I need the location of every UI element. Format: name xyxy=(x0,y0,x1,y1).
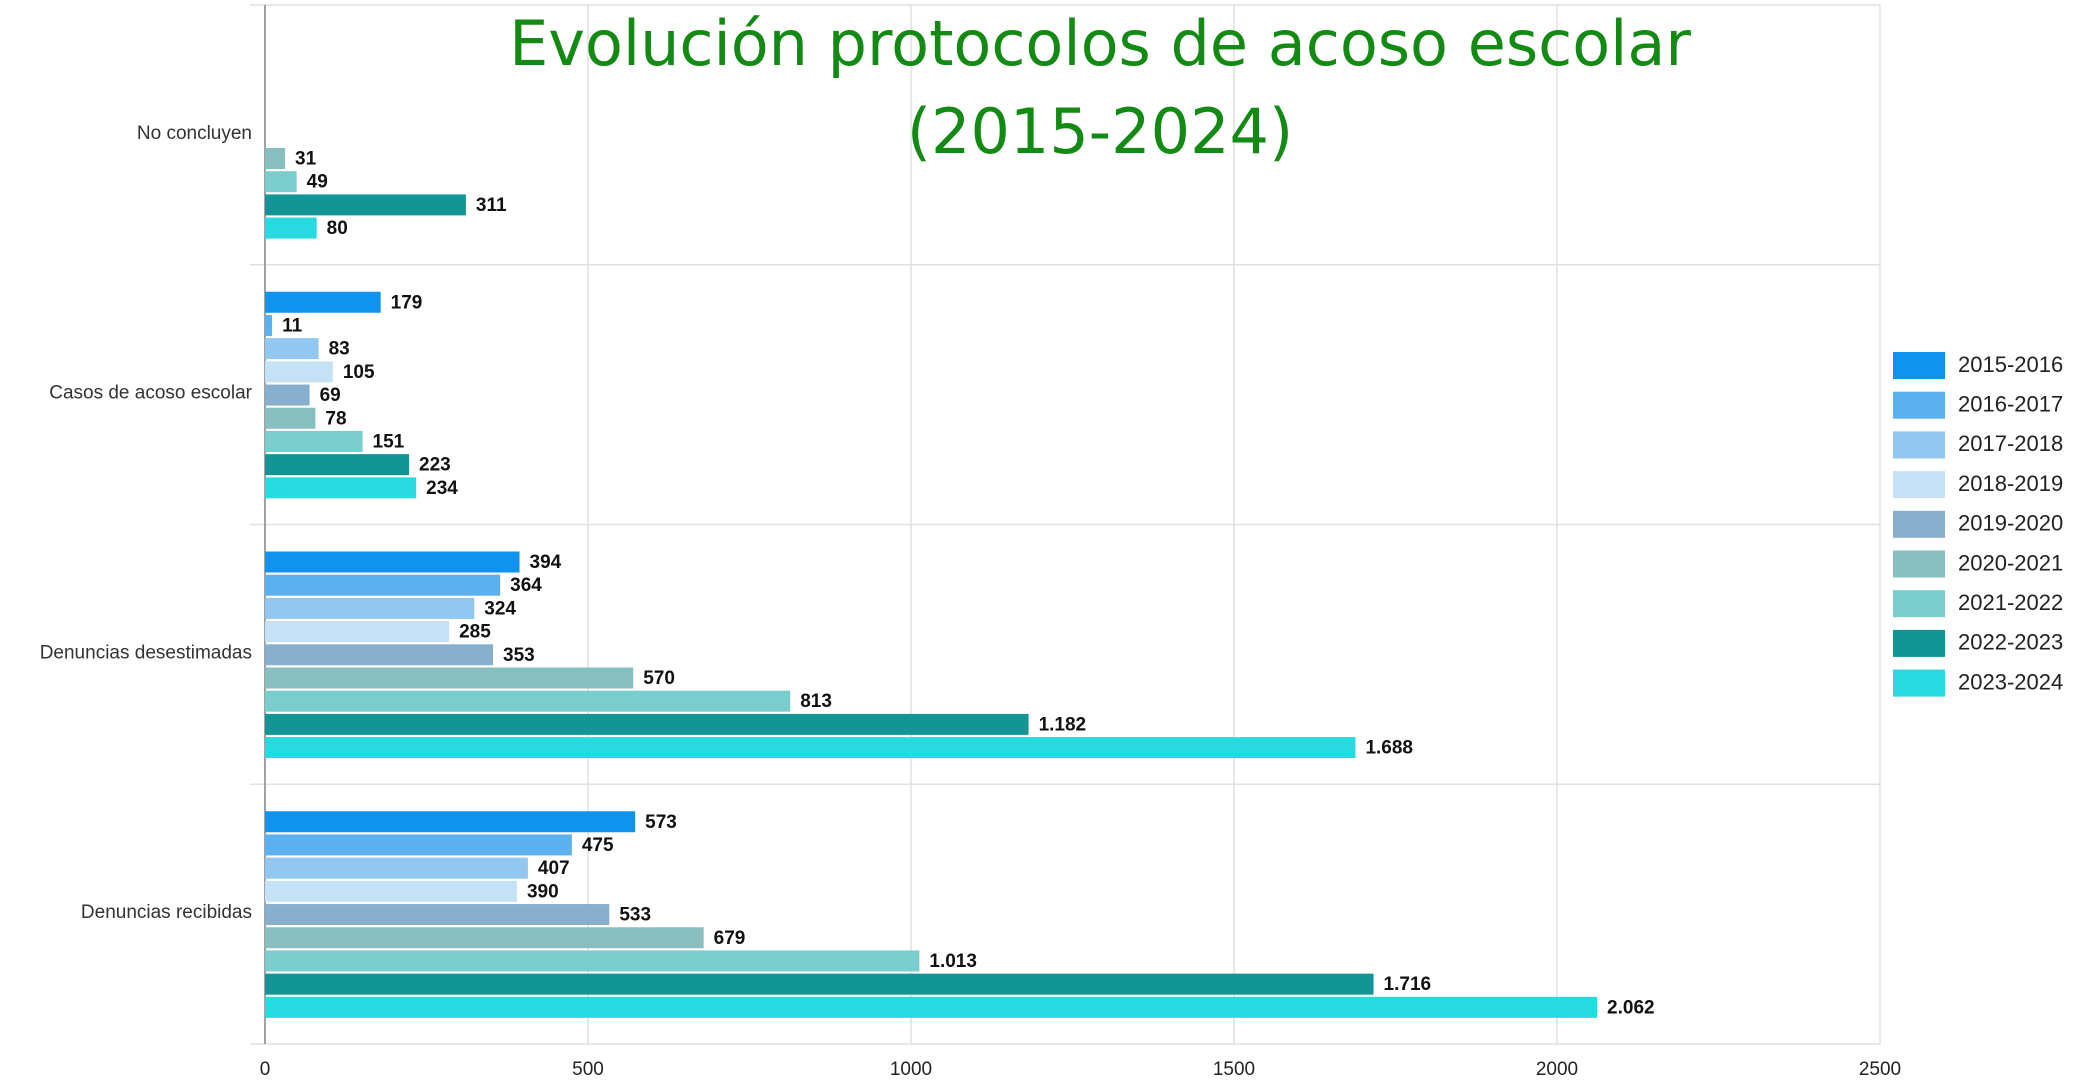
value-label: 364 xyxy=(510,575,542,596)
value-label: 80 xyxy=(327,218,348,239)
legend-swatch xyxy=(1893,391,1945,419)
legend-label: 2015-2016 xyxy=(1958,352,2063,377)
bar xyxy=(265,950,920,972)
bar xyxy=(265,407,316,429)
bar xyxy=(265,291,381,313)
bar xyxy=(265,737,1356,759)
legend-swatch xyxy=(1893,669,1945,697)
value-label: 11 xyxy=(282,315,303,336)
y-tick-label: Casos de acoso escolar xyxy=(49,383,252,404)
value-label: 78 xyxy=(325,408,346,429)
value-label: 285 xyxy=(459,622,491,643)
bar xyxy=(265,430,363,452)
x-tick-label: 1000 xyxy=(890,1059,932,1080)
legend-swatch xyxy=(1893,471,1945,499)
value-label: 311 xyxy=(476,195,507,216)
legend-swatch xyxy=(1893,510,1945,538)
y-tick-label: Denuncias recibidas xyxy=(81,902,252,923)
value-label: 1.182 xyxy=(1039,714,1087,735)
value-label: 407 xyxy=(538,858,570,879)
x-tick-label: 1500 xyxy=(1213,1059,1255,1080)
bar xyxy=(265,996,1598,1018)
x-tick-label: 2000 xyxy=(1536,1059,1578,1080)
value-label: 234 xyxy=(426,478,458,499)
bar xyxy=(265,973,1374,995)
legend-label: 2021-2022 xyxy=(1958,590,2063,615)
value-label: 69 xyxy=(320,385,341,406)
value-label: 49 xyxy=(307,172,328,193)
legend-label: 2022-2023 xyxy=(1958,630,2063,655)
value-label: 390 xyxy=(527,881,559,902)
legend-label: 2016-2017 xyxy=(1958,392,2063,417)
value-label: 83 xyxy=(329,339,350,360)
legend-swatch xyxy=(1893,590,1945,618)
legend-swatch xyxy=(1893,431,1945,459)
y-tick-label: Denuncias desestimadas xyxy=(40,642,252,663)
bar xyxy=(265,551,520,573)
value-label: 1.688 xyxy=(1365,738,1413,759)
legend-label: 2020-2021 xyxy=(1958,550,2063,575)
value-label: 813 xyxy=(800,691,832,712)
chart-title: Evolución protocolos de acoso escolar (2… xyxy=(509,7,1691,168)
bar xyxy=(265,171,297,193)
bar xyxy=(265,644,494,666)
value-label: 1.716 xyxy=(1384,974,1432,995)
bar xyxy=(265,834,572,856)
x-tick-label: 0 xyxy=(260,1059,271,1080)
value-label: 324 xyxy=(484,598,516,619)
legend-label: 2019-2020 xyxy=(1958,511,2063,536)
bar xyxy=(265,690,791,712)
bar xyxy=(265,194,466,216)
value-label: 105 xyxy=(343,362,375,383)
value-label: 2.062 xyxy=(1607,997,1655,1018)
bar xyxy=(265,880,517,902)
x-tick-label: 2500 xyxy=(1859,1059,1901,1080)
value-label: 1.013 xyxy=(929,951,977,972)
bar xyxy=(265,384,310,406)
value-label: 679 xyxy=(714,928,746,949)
value-label: 31 xyxy=(295,149,317,170)
bar xyxy=(265,597,475,619)
bar xyxy=(265,217,317,239)
legend-label: 2023-2024 xyxy=(1958,669,2063,694)
value-label: 394 xyxy=(530,552,562,573)
bar xyxy=(265,361,333,383)
value-label: 179 xyxy=(391,292,423,313)
bar xyxy=(265,477,417,499)
legend-label: 2018-2019 xyxy=(1958,471,2063,496)
legend-swatch xyxy=(1893,629,1945,657)
value-label: 533 xyxy=(619,905,651,926)
bar xyxy=(265,338,319,360)
legend-label: 2017-2018 xyxy=(1958,431,2063,456)
bar xyxy=(265,811,636,833)
x-tick-label: 500 xyxy=(572,1059,604,1080)
bar xyxy=(265,621,450,643)
value-label: 475 xyxy=(582,835,614,856)
value-label: 151 xyxy=(373,431,405,452)
value-label: 573 xyxy=(645,812,677,833)
value-label: 223 xyxy=(419,455,451,476)
bar xyxy=(265,857,528,879)
legend-swatch xyxy=(1893,550,1945,578)
value-label: 570 xyxy=(643,668,675,689)
bar xyxy=(265,713,1029,735)
legend-swatch xyxy=(1893,352,1945,379)
bar xyxy=(265,148,286,169)
bar xyxy=(265,927,704,949)
bar xyxy=(265,667,634,689)
bar xyxy=(265,314,273,336)
value-label: 353 xyxy=(503,645,535,666)
bar xyxy=(265,574,501,596)
bar xyxy=(265,904,610,926)
y-tick-label: No concluyen xyxy=(137,123,252,144)
bar xyxy=(265,454,410,476)
